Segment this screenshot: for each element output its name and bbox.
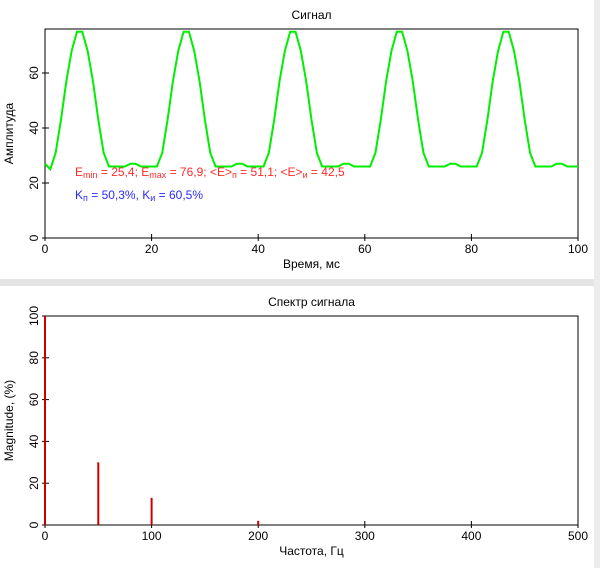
annotation-text: = 60,5% <box>155 188 203 202</box>
x-tick-label: 60 <box>358 242 372 256</box>
x-tick-label: 40 <box>252 242 266 256</box>
splitter <box>0 279 600 286</box>
annotation-subscript: п <box>232 170 237 180</box>
x-tick-label: 500 <box>568 529 588 543</box>
chart-title: Спектр сигнала <box>268 295 355 309</box>
annotation: Kп = 50,3%, Kи = 60,5% <box>75 188 203 203</box>
x-tick-label: 0 <box>42 529 49 543</box>
y-tick-label: 100 <box>27 306 41 326</box>
x-tick-label: 0 <box>42 242 49 256</box>
y-tick-label: 40 <box>27 434 41 448</box>
y-tick-label: 20 <box>27 476 41 490</box>
x-tick-label: 300 <box>355 529 375 543</box>
annotation: Emin = 25,4; Emax = 76,9; <E>п = 51,1; <… <box>75 165 345 180</box>
annotation-subscript: и <box>150 193 155 203</box>
y-tick-label: 0 <box>27 521 41 528</box>
annotation-text: K <box>75 188 83 202</box>
y-tick-label: 20 <box>27 176 41 190</box>
x-tick-label: 20 <box>145 242 159 256</box>
annotation-text: = 25,4; E <box>98 165 150 179</box>
annotation-subscript: min <box>83 170 98 180</box>
annotation-subscript: max <box>149 170 167 180</box>
chart-title: Сигнал <box>291 8 331 22</box>
x-tick-label: 100 <box>568 242 588 256</box>
y-axis-label: Амплитуда <box>2 102 16 164</box>
annotation-text: E <box>75 165 83 179</box>
annotation-text: = 51,1; <E> <box>237 165 303 179</box>
plot-frame <box>44 28 579 239</box>
annotation-text: = 76,9; <E> <box>166 165 232 179</box>
y-tick-label: 60 <box>27 393 41 407</box>
y-tick-label: 0 <box>27 234 41 241</box>
y-tick-label: 60 <box>27 66 41 80</box>
x-axis-label: Частота, Гц <box>279 544 344 558</box>
x-tick-label: 200 <box>248 529 268 543</box>
x-tick-label: 80 <box>465 242 479 256</box>
x-tick-label: 400 <box>461 529 481 543</box>
x-tick-label: 100 <box>142 529 162 543</box>
y-axis-label: Magnitude, (%) <box>2 380 16 461</box>
annotation-subscript: п <box>83 193 88 203</box>
signal-line <box>44 30 578 172</box>
annotation-subscript: и <box>303 170 308 180</box>
y-tick-label: 80 <box>27 351 41 365</box>
y-tick-label: 40 <box>27 121 41 135</box>
right-edge <box>594 0 600 568</box>
x-axis-label: Время, мс <box>283 257 340 271</box>
annotation-text: = 50,3%, K <box>88 188 150 202</box>
annotation-text: = 42,5 <box>308 165 345 179</box>
